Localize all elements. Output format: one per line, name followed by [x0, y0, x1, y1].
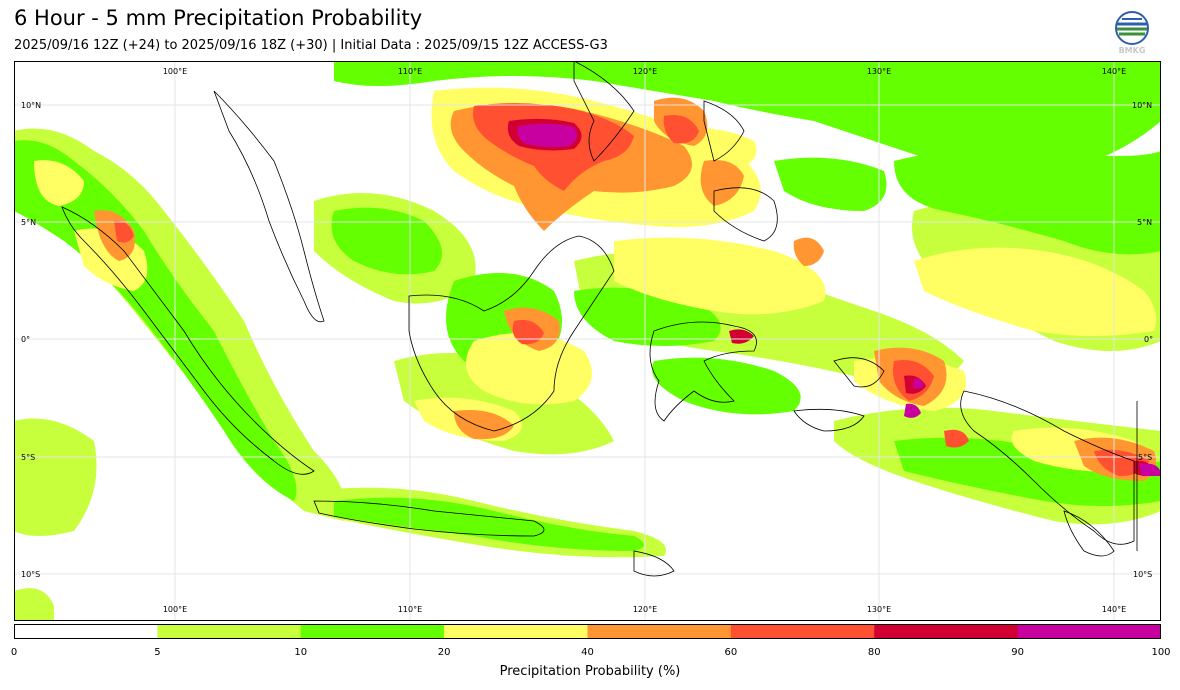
map-subtitle: 2025/09/16 12Z (+24) to 2025/09/16 18Z (…: [14, 38, 608, 53]
colorbar-tick-label: 10: [294, 647, 308, 658]
lat-label: 0°: [1144, 335, 1153, 344]
colorbar-tick-label: 40: [581, 647, 594, 658]
colorbar-segment: [587, 624, 732, 639]
colorbar-tick-label: 20: [437, 647, 451, 658]
lon-label: 110°E: [398, 67, 422, 76]
lat-label: 0°: [21, 335, 30, 344]
lon-label: 120°E: [633, 67, 657, 76]
colorbar-segment: [444, 624, 588, 639]
colorbar-segment: [730, 624, 875, 639]
lat-label: 5°S: [1138, 453, 1152, 462]
lon-label: 100°E: [163, 67, 187, 76]
lon-label: 100°E: [163, 605, 187, 614]
latitude-labels: 10°N 5°N 0° 5°S 10°S 10°N 5°N 0° 5°S 10°…: [21, 101, 1153, 579]
logo-text: BMKG: [1119, 46, 1146, 55]
lat-label: 5°S: [21, 453, 35, 462]
lat-label: 10°S: [21, 570, 40, 579]
colorbar-segment: [14, 624, 158, 639]
colorbar-label: Precipitation Probability (%): [499, 664, 681, 679]
map-title: 6 Hour - 5 mm Precipitation Probability: [14, 6, 423, 30]
colorbar-segment: [157, 624, 302, 639]
lon-label: 140°E: [1102, 605, 1126, 614]
precipitation-map: 100°E 110°E 120°E 130°E 140°E 100°E 110°…: [14, 61, 1161, 621]
bmkg-logo: BMKG: [1115, 11, 1149, 55]
colorbar-segment: [300, 624, 445, 639]
lat-label: 10°N: [1132, 101, 1152, 110]
colorbar-tick-label: 90: [1011, 647, 1024, 658]
colorbar-tick-label: 5: [154, 647, 161, 658]
colorbar: [14, 624, 1161, 639]
lon-label: 110°E: [398, 605, 422, 614]
colorbar-segment: [1017, 624, 1161, 639]
coastlines: [61, 61, 1138, 577]
lat-label: 10°S: [1133, 570, 1152, 579]
longitude-labels: 100°E 110°E 120°E 130°E 140°E 100°E 110°…: [163, 67, 1126, 614]
lat-label: 5°N: [1137, 218, 1152, 227]
colorbar-tick-label: 80: [867, 647, 881, 658]
probability-fields: [14, 61, 1161, 621]
lat-label: 10°N: [21, 101, 41, 110]
colorbar-tick-label: 100: [1151, 647, 1171, 658]
colorbar-segment: [874, 624, 1019, 639]
lat-label: 5°N: [21, 218, 36, 227]
lon-label: 140°E: [1102, 67, 1126, 76]
lon-label: 120°E: [633, 605, 657, 614]
colorbar-tick-label: 60: [724, 647, 738, 658]
graticule: [14, 61, 1161, 621]
lon-label: 130°E: [867, 67, 891, 76]
colorbar-tick-label: 0: [10, 647, 18, 658]
lon-label: 130°E: [867, 605, 891, 614]
